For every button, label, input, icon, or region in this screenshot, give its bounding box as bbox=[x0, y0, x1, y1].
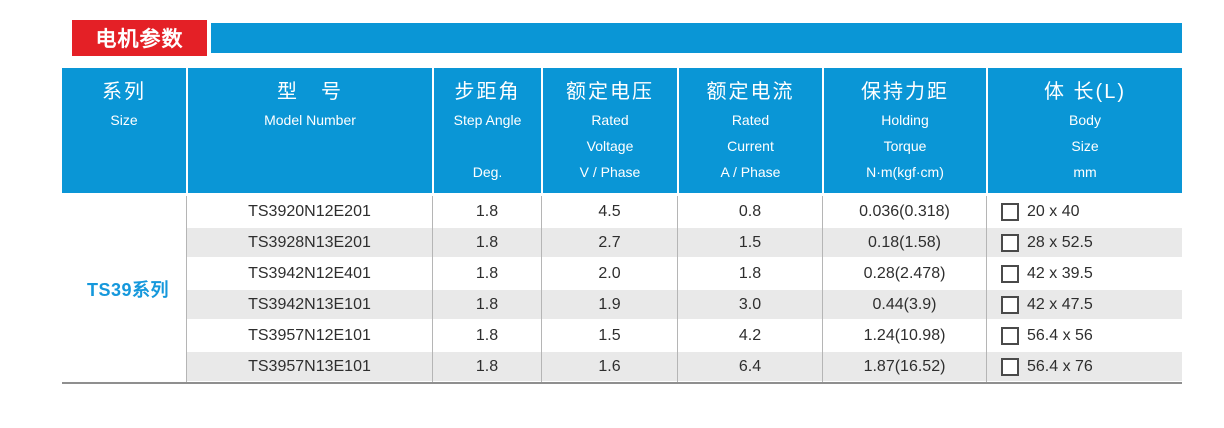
cell-step-angle: 1.8 bbox=[432, 227, 541, 258]
header-label-zh: 系列 bbox=[102, 81, 146, 103]
header-cell-model: 型 号 Model Number bbox=[186, 68, 432, 193]
table-body: TS39系列 TS3920N12E201 1.8 4.5 0.8 0.036(0.318… bbox=[62, 196, 1182, 382]
size-checkbox bbox=[1001, 326, 1019, 345]
body-size-text: 28 x 52.5 bbox=[1027, 233, 1093, 251]
header-label-en: Model Number bbox=[264, 112, 356, 128]
cell-model: TS3957N13E101 bbox=[186, 351, 432, 382]
header-label-en: Rated bbox=[731, 112, 770, 128]
header-cell-voltage: 额定电压 Rated Voltage V / Phase bbox=[541, 68, 677, 193]
table-row: TS3942N13E101 1.8 1.9 3.0 0.44(3.9) 42 x 47.5 bbox=[186, 289, 1182, 320]
cell-body-size: 42 x 39.5 bbox=[986, 258, 1182, 289]
header-label-en bbox=[434, 133, 541, 159]
cell-voltage: 1.6 bbox=[541, 351, 677, 382]
title-accent-bar bbox=[211, 23, 1182, 53]
cell-current: 1.8 bbox=[677, 258, 822, 289]
table-row: TS3957N13E101 1.8 1.6 6.4 1.87(16.52) 56.4 x … bbox=[186, 351, 1182, 382]
cell-step-angle: 1.8 bbox=[432, 196, 541, 227]
size-checkbox bbox=[1001, 295, 1019, 314]
size-checkbox bbox=[1001, 264, 1019, 283]
cell-model: TS3920N12E201 bbox=[186, 196, 432, 227]
cell-torque: 1.87(16.52) bbox=[822, 351, 986, 382]
cell-torque: 0.28(2.478) bbox=[822, 258, 986, 289]
header-label-en: Size bbox=[110, 112, 138, 128]
table-row: TS3920N12E201 1.8 4.5 0.8 0.036(0.318) 20 x 4… bbox=[186, 196, 1182, 227]
body-size-text: 20 x 40 bbox=[1027, 202, 1080, 220]
header-cell-series: 系列 Size bbox=[62, 68, 186, 193]
header-label-en: Current bbox=[727, 138, 774, 154]
cell-step-angle: 1.8 bbox=[432, 258, 541, 289]
body-size-text: 56.4 x 76 bbox=[1027, 357, 1093, 375]
header-cell-current: 额定电流 Rated Current A / Phase bbox=[677, 68, 822, 193]
cell-torque: 0.44(3.9) bbox=[822, 289, 986, 320]
series-label: TS39系列 bbox=[86, 280, 170, 300]
header-label-zh: 体 长(L) bbox=[1044, 81, 1126, 103]
body-size-text: 56.4 x 56 bbox=[1027, 326, 1093, 344]
header-cell-step-angle: 步距角 Step Angle Deg. bbox=[432, 68, 541, 193]
size-checkbox bbox=[1001, 357, 1019, 376]
cell-body-size: 42 x 47.5 bbox=[986, 289, 1182, 320]
header-label-en: mm bbox=[1073, 164, 1097, 180]
table-rows: TS3920N12E201 1.8 4.5 0.8 0.036(0.318) 20 x 4… bbox=[186, 196, 1182, 382]
cell-model: TS3928N13E201 bbox=[186, 227, 432, 258]
header-label-en: Deg. bbox=[472, 164, 503, 180]
cell-step-angle: 1.8 bbox=[432, 320, 541, 351]
cell-torque: 0.036(0.318) bbox=[822, 196, 986, 227]
header-label-zh: 额定电压 bbox=[566, 81, 654, 103]
header-label-en: V / Phase bbox=[579, 164, 641, 180]
section-title-badge: 电机参数 bbox=[72, 20, 207, 56]
table-header: 系列 Size 型 号 Model Number 步距角 Step Angle Deg. 额定… bbox=[62, 68, 1182, 193]
header-label-zh: 保持力距 bbox=[861, 81, 949, 103]
cell-body-size: 20 x 40 bbox=[986, 196, 1182, 227]
header-cell-body-size: 体 长(L) Body Size mm bbox=[986, 68, 1182, 193]
header-label-zh: 额定电流 bbox=[706, 81, 795, 103]
cell-model: TS3942N13E101 bbox=[186, 289, 432, 320]
cell-voltage: 2.0 bbox=[541, 258, 677, 289]
body-size-text: 42 x 47.5 bbox=[1027, 295, 1093, 313]
cell-body-size: 56.4 x 56 bbox=[986, 320, 1182, 351]
header-label-zh: 型 号 bbox=[277, 81, 343, 103]
table-row: TS3928N13E201 1.8 2.7 1.5 0.18(1.58) 28 x 52.… bbox=[186, 227, 1182, 258]
header-label-en: Torque bbox=[883, 138, 927, 154]
cell-torque: 0.18(1.58) bbox=[822, 227, 986, 258]
header-label-en: N·m(kgf·cm) bbox=[866, 164, 944, 180]
size-checkbox bbox=[1001, 233, 1019, 252]
cell-voltage: 1.5 bbox=[541, 320, 677, 351]
header-label-en: Holding bbox=[881, 112, 929, 128]
cell-current: 6.4 bbox=[677, 351, 822, 382]
header-label-en: Body bbox=[1069, 112, 1101, 128]
cell-body-size: 56.4 x 76 bbox=[986, 351, 1182, 382]
body-size-text: 42 x 39.5 bbox=[1027, 264, 1093, 282]
table-row: TS3957N12E101 1.8 1.5 4.2 1.24(10.98) 56.4 x … bbox=[186, 320, 1182, 351]
cell-voltage: 4.5 bbox=[541, 196, 677, 227]
cell-current: 3.0 bbox=[677, 289, 822, 320]
header-label-en: A / Phase bbox=[720, 164, 781, 180]
header-label-en: Step Angle bbox=[453, 112, 522, 128]
cell-current: 4.2 bbox=[677, 320, 822, 351]
header-label-zh: 步距角 bbox=[454, 81, 521, 103]
cell-model: TS3957N12E101 bbox=[186, 320, 432, 351]
header-label-en: Size bbox=[1071, 138, 1099, 154]
cell-step-angle: 1.8 bbox=[432, 289, 541, 320]
cell-current: 0.8 bbox=[677, 196, 822, 227]
header-label-en: Rated bbox=[591, 112, 629, 128]
table-row: TS3942N12E401 1.8 2.0 1.8 0.28(2.478) 42 x 39… bbox=[186, 258, 1182, 289]
header-label-en: Voltage bbox=[586, 138, 634, 154]
motor-parameters-table: 系列 Size 型 号 Model Number 步距角 Step Angle Deg. 额定… bbox=[62, 68, 1182, 384]
cell-voltage: 1.9 bbox=[541, 289, 677, 320]
cell-torque: 1.24(10.98) bbox=[822, 320, 986, 351]
cell-body-size: 28 x 52.5 bbox=[986, 227, 1182, 258]
size-checkbox bbox=[1001, 202, 1019, 221]
header-cell-torque: 保持力距 Holding Torque N·m(kgf·cm) bbox=[822, 68, 986, 193]
cell-step-angle: 1.8 bbox=[432, 351, 541, 382]
table-bottom-rule bbox=[62, 382, 1182, 384]
cell-current: 1.5 bbox=[677, 227, 822, 258]
cell-model: TS3942N12E401 bbox=[186, 258, 432, 289]
series-cell: TS39系列 bbox=[62, 196, 186, 382]
cell-voltage: 2.7 bbox=[541, 227, 677, 258]
